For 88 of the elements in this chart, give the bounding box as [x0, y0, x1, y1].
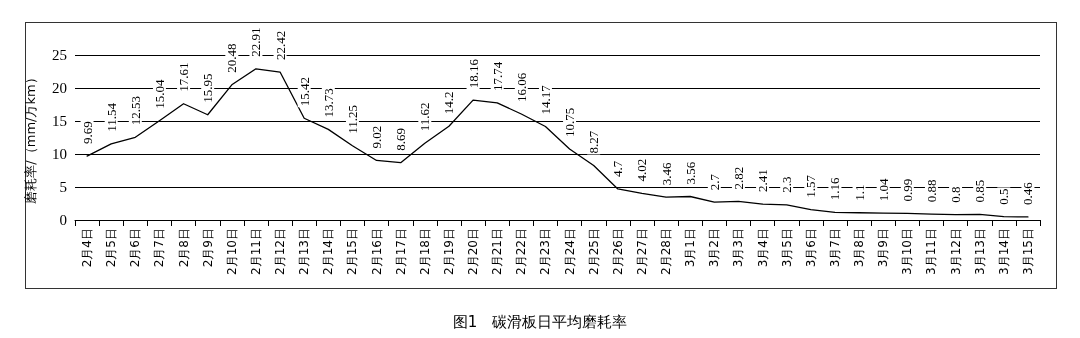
x-tick-label: 2月6日 — [128, 228, 143, 268]
data-label: 4.02 — [634, 158, 650, 182]
data-label: 3.56 — [682, 161, 698, 185]
data-label: 15.04 — [151, 78, 167, 109]
x-tick-label: 2月27日 — [634, 228, 649, 275]
data-label: 17.74 — [489, 61, 505, 91]
data-label: 3.46 — [658, 161, 674, 186]
data-label: 14.2 — [441, 91, 457, 115]
x-tick-label: 2月20日 — [466, 228, 481, 275]
x-tick-label: 2月11日 — [248, 228, 263, 275]
y-tick-label: 25 — [52, 47, 67, 63]
data-label: 12.53 — [127, 96, 143, 126]
x-tick-label: 3月13日 — [972, 228, 987, 275]
x-tick-label: 2月26日 — [610, 228, 625, 275]
x-tick-label: 3月5日 — [779, 228, 794, 268]
data-label: 0.85 — [972, 179, 988, 203]
x-tick-label: 2月21日 — [490, 228, 505, 275]
data-label: 16.06 — [513, 72, 529, 102]
x-tick-label: 2月13日 — [297, 228, 312, 275]
x-tick-label: 2月7日 — [152, 228, 167, 268]
data-label: 14.17 — [537, 84, 553, 115]
x-tick-label: 3月12日 — [948, 228, 963, 275]
data-label: 8.27 — [586, 130, 602, 154]
data-label: 8.69 — [393, 127, 409, 151]
x-tick-label: 3月1日 — [683, 228, 698, 268]
data-label: 4.7 — [610, 160, 626, 177]
x-tick-label: 3月14日 — [996, 228, 1011, 275]
data-label: 0.5 — [996, 188, 1012, 205]
x-tick-label: 2月19日 — [441, 228, 456, 275]
x-tick-label: 3月6日 — [803, 228, 818, 268]
x-tick-label: 2月28日 — [659, 228, 674, 275]
data-label: 0.99 — [899, 178, 915, 202]
x-tick-label: 2月15日 — [345, 228, 360, 275]
data-label: 2.3 — [779, 176, 795, 193]
data-label: 9.02 — [369, 125, 385, 149]
x-tick-label: 2月17日 — [393, 228, 408, 275]
data-label: 2.7 — [706, 173, 722, 191]
x-tick-label: 3月8日 — [852, 228, 867, 268]
x-tick-label: 2月10日 — [224, 228, 239, 275]
data-label: 15.42 — [296, 76, 312, 107]
data-label: 13.73 — [320, 88, 336, 118]
y-tick-label: 20 — [52, 80, 67, 96]
x-tick-label: 2月25日 — [586, 228, 601, 275]
x-tick-label: 3月7日 — [827, 228, 842, 268]
x-tick-label: 3月11日 — [924, 228, 939, 275]
data-label: 2.82 — [730, 166, 746, 190]
x-tick-label: 2月4日 — [80, 228, 95, 268]
data-label: 1.57 — [803, 174, 819, 198]
x-tick-label: 2月23日 — [538, 228, 553, 275]
data-label: 11.62 — [417, 102, 433, 132]
data-label: 2.41 — [755, 169, 771, 193]
data-label: 22.42 — [272, 30, 288, 61]
x-tick-label: 2月14日 — [321, 228, 336, 275]
y-tick-label: 0 — [59, 212, 67, 228]
data-label: 0.8 — [948, 186, 964, 203]
data-label: 1.04 — [875, 177, 891, 202]
y-tick-label: 10 — [52, 146, 67, 162]
data-label: 11.25 — [344, 104, 360, 134]
data-label: 10.75 — [562, 107, 578, 138]
x-tick-label: 2月5日 — [104, 228, 119, 268]
data-label: 20.48 — [224, 43, 240, 73]
data-label: 11.54 — [103, 102, 119, 132]
x-tick-label: 3月4日 — [755, 228, 770, 268]
data-label: 17.61 — [176, 62, 192, 92]
x-tick-label: 3月3日 — [731, 228, 746, 268]
x-tick-label: 2月9日 — [200, 228, 215, 268]
data-label: 18.16 — [465, 58, 481, 89]
y-tick-label: 15 — [52, 113, 67, 129]
x-tick-label: 2月16日 — [369, 228, 384, 275]
data-label: 1.1 — [851, 184, 867, 201]
data-label: 22.91 — [248, 27, 264, 57]
data-label: 0.46 — [1020, 181, 1036, 205]
y-axis-title: 磨耗率/（mm/万km） — [23, 71, 38, 204]
x-tick-label: 3月2日 — [707, 228, 722, 268]
data-label: 1.16 — [827, 177, 843, 201]
x-tick-label: 2月12日 — [273, 228, 288, 275]
data-label: 15.95 — [200, 73, 216, 103]
data-label: 9.69 — [79, 121, 95, 145]
y-tick-label: 5 — [59, 179, 67, 195]
x-tick-label: 2月8日 — [176, 228, 191, 268]
text: 图1 碳滑板日平均磨耗率 — [452, 312, 628, 331]
data-label: 0.88 — [923, 179, 939, 203]
x-tick-label: 3月10日 — [900, 228, 915, 275]
x-tick-label: 2月22日 — [514, 228, 529, 275]
x-tick-label: 3月15日 — [1020, 228, 1035, 275]
x-tick-label: 2月18日 — [417, 228, 432, 275]
x-tick-label: 3月9日 — [876, 228, 891, 268]
x-tick-label: 2月24日 — [562, 228, 577, 275]
